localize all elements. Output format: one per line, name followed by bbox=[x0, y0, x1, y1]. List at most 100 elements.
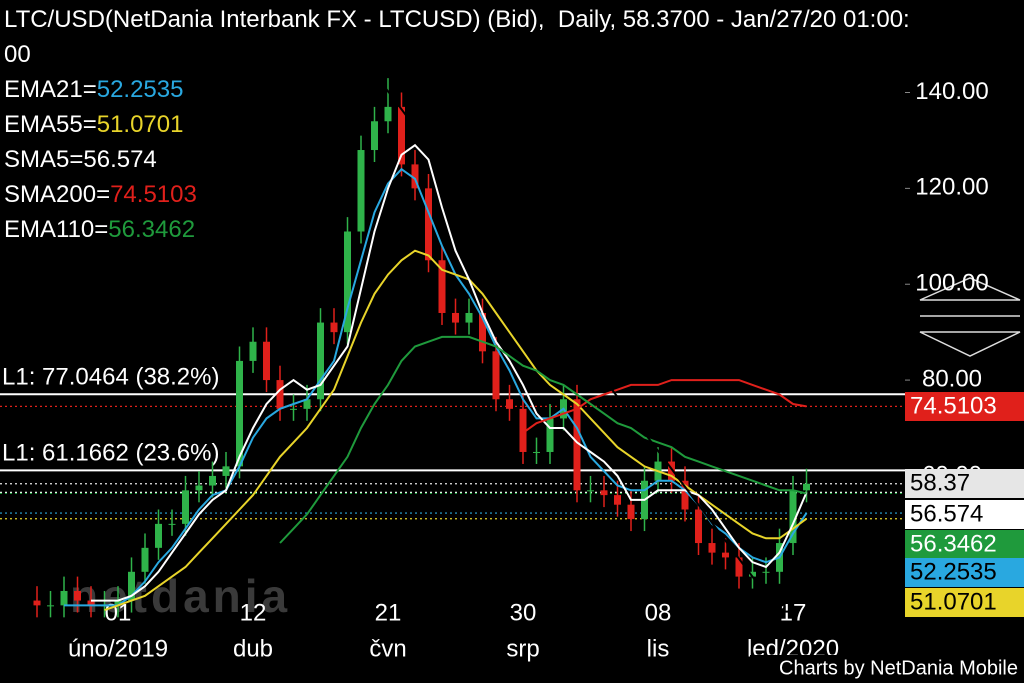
candle-body bbox=[195, 485, 203, 491]
candle-body bbox=[600, 490, 608, 496]
legend-value: 52.2535 bbox=[96, 76, 184, 103]
level-label: L1: 77.0464 (38.2%) bbox=[2, 364, 220, 391]
y-tick-label: 120.00 bbox=[915, 174, 988, 201]
legend-value: 51.0701 bbox=[96, 111, 184, 138]
candle-body bbox=[749, 571, 756, 577]
price-tag-label: 58.37 bbox=[910, 469, 970, 496]
price-tag-label: 51.0701 bbox=[910, 588, 997, 615]
candle-body bbox=[47, 605, 54, 607]
candle-body bbox=[398, 106, 405, 165]
price-tag-label: 74.5103 bbox=[910, 392, 997, 419]
candle-body bbox=[803, 483, 810, 491]
price-tag bbox=[905, 530, 1024, 559]
candle-body bbox=[128, 571, 135, 601]
candle-body bbox=[263, 341, 270, 381]
x-sublabel: úno/2019 bbox=[68, 635, 168, 662]
candle-body bbox=[668, 461, 675, 481]
price-tag-label: 56.574 bbox=[910, 500, 983, 527]
ma-line bbox=[279, 335, 807, 544]
legend-separator: = bbox=[94, 216, 109, 243]
ma-line bbox=[104, 249, 808, 612]
ma-line bbox=[522, 379, 807, 434]
icon-triangle-up bbox=[919, 277, 1021, 301]
price-tag bbox=[905, 558, 1024, 587]
candle-body bbox=[789, 490, 797, 544]
candle-body bbox=[330, 322, 338, 333]
candle-body bbox=[479, 312, 486, 352]
candle-body bbox=[573, 399, 581, 491]
candle-body bbox=[546, 418, 554, 452]
candle-body bbox=[614, 495, 621, 505]
chart-title: LTC/USD(NetDania Interbank FX - LTCUSD) … bbox=[4, 6, 910, 68]
candle-body bbox=[209, 475, 216, 486]
legend-entry: EMA21=52.2535 bbox=[4, 72, 912, 107]
candle-body bbox=[533, 451, 540, 453]
price-tag bbox=[905, 392, 1024, 421]
candle-body bbox=[384, 106, 392, 122]
candle-body bbox=[371, 121, 378, 151]
candle-body bbox=[114, 600, 122, 606]
legend-name: SMA5 bbox=[4, 146, 70, 173]
trendline-label: L1 bbox=[764, 591, 791, 618]
candle-body bbox=[60, 590, 68, 606]
legend-separator: = bbox=[96, 181, 111, 208]
candle-body bbox=[249, 341, 257, 361]
credit-bg bbox=[750, 655, 1024, 683]
x-tick-label: 30 bbox=[510, 599, 537, 626]
candle-body bbox=[168, 523, 176, 525]
price-tag bbox=[905, 469, 1024, 498]
candle-body bbox=[627, 504, 635, 520]
candle-body bbox=[519, 408, 527, 452]
legend-name: EMA110 bbox=[4, 216, 95, 243]
candle-body bbox=[411, 164, 419, 189]
x-sublabel: dub bbox=[233, 635, 273, 662]
candle-body bbox=[344, 231, 351, 333]
x-tick-label: 21 bbox=[375, 599, 402, 626]
legend-name: EMA55 bbox=[4, 111, 83, 138]
trendline bbox=[371, 69, 771, 601]
legend-separator: = bbox=[69, 146, 84, 173]
header: LTC/USD(NetDania Interbank FX - LTCUSD) … bbox=[4, 2, 912, 247]
y-tick-label: 80.00 bbox=[922, 365, 982, 392]
candle-body bbox=[87, 600, 95, 606]
candle-body bbox=[303, 399, 311, 409]
candle-body bbox=[681, 480, 689, 510]
x-tick-label: 12 bbox=[240, 599, 267, 626]
legend-entry: SMA200=74.5103 bbox=[4, 177, 912, 212]
level-label: L1: 61.1662 (23.6%) bbox=[2, 440, 220, 467]
candle-body bbox=[587, 490, 594, 492]
x-tick-label: 08 bbox=[645, 599, 672, 626]
candle-body bbox=[425, 188, 432, 261]
candle-body bbox=[708, 543, 716, 553]
candle-body bbox=[762, 571, 770, 573]
candle-body bbox=[290, 408, 297, 410]
y-tick-label: 100.00 bbox=[915, 270, 988, 297]
x-sublabel: čvn bbox=[369, 635, 406, 662]
legend-name: SMA200 bbox=[4, 181, 97, 208]
x-sublabel: srp bbox=[506, 635, 539, 662]
candle-body bbox=[506, 399, 513, 409]
legend-name: EMA21 bbox=[4, 76, 83, 103]
price-tag-label: 52.2535 bbox=[910, 558, 997, 585]
legend-value: 74.5103 bbox=[110, 181, 197, 208]
watermark: netdania bbox=[70, 570, 291, 622]
candle-body bbox=[317, 322, 324, 400]
candle-body bbox=[695, 509, 702, 544]
price-tag bbox=[905, 500, 1024, 529]
candle-body bbox=[735, 557, 743, 577]
legend: EMA21=52.2535 EMA55=51.0701 SMA5=56.574 SMA… bbox=[4, 72, 912, 247]
candle-body bbox=[492, 351, 500, 400]
candle-body bbox=[141, 547, 149, 572]
candle-body bbox=[357, 150, 365, 232]
candle-body bbox=[155, 523, 162, 548]
zoom-icon bbox=[919, 277, 1021, 357]
candle-body bbox=[276, 380, 284, 409]
y-tick-label: 140.00 bbox=[915, 78, 988, 105]
candle-body bbox=[438, 260, 446, 313]
candle-body bbox=[33, 600, 41, 606]
legend-value: 56.3462 bbox=[108, 216, 196, 243]
ma-line bbox=[64, 167, 808, 607]
candle-body bbox=[452, 312, 459, 323]
